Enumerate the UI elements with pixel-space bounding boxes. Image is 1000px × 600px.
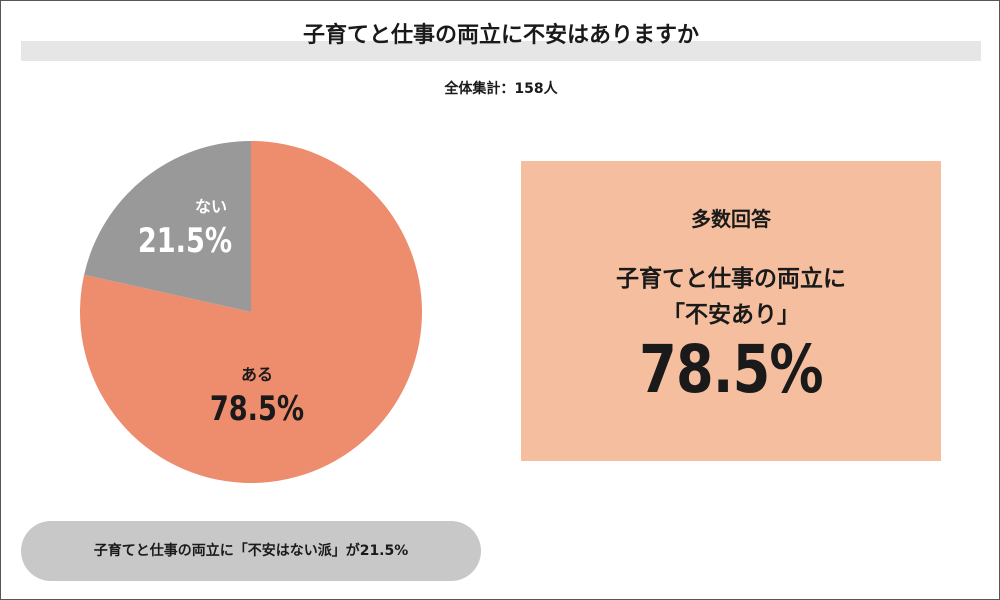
pie-chart-svg: ない 21.5% ある 78.5% <box>80 141 422 484</box>
summary-pill: 子育てと仕事の両立に「不安はない派」が21.5% <box>21 521 481 581</box>
title-bar <box>21 41 981 61</box>
slice-value-nai: 21.5% <box>138 221 232 261</box>
majority-text-line2: 「不安あり」 <box>662 302 800 328</box>
majority-answer-box: 多数回答 子育てと仕事の両立に 「不安あり」 78.5% <box>521 161 941 461</box>
majority-value: 78.5% <box>639 331 823 408</box>
chart-subtitle: 全体集計：158人 <box>444 81 558 97</box>
pie-chart: ない 21.5% ある 78.5% <box>79 140 423 484</box>
majority-label: 多数回答 <box>691 207 771 231</box>
summary-text: 子育てと仕事の両立に「不安はない派」が21.5% <box>93 543 409 559</box>
slice-label-aru: ある <box>241 365 273 384</box>
pie-slice-aru <box>80 141 422 484</box>
chart-title: 子育てと仕事の両立に不安はありますか <box>302 23 699 48</box>
slice-label-nai: ない <box>195 197 227 216</box>
pie-slice-nai <box>84 141 252 312</box>
majority-text-line1: 子育てと仕事の両立に <box>616 266 846 292</box>
slice-value-aru: 78.5% <box>210 389 304 429</box>
